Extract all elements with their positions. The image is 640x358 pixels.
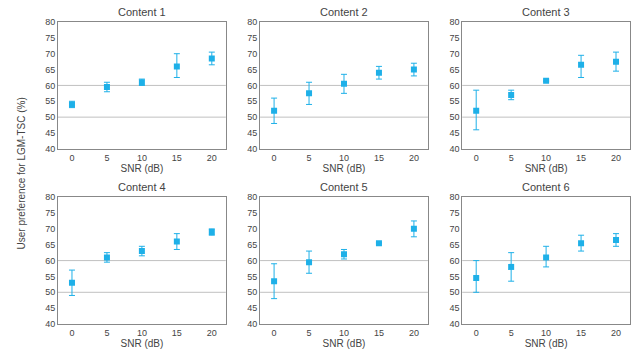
svg-text:10: 10 [339,153,349,163]
svg-text:0: 0 [69,153,74,163]
svg-text:60: 60 [449,81,459,91]
svg-text:75: 75 [449,208,459,218]
svg-text:65: 65 [449,65,459,75]
svg-text:40: 40 [45,144,55,154]
svg-text:55: 55 [449,96,459,106]
svg-text:0: 0 [69,328,74,338]
svg-text:15: 15 [172,328,182,338]
svg-text:10: 10 [137,153,147,163]
svg-text:55: 55 [45,272,55,282]
svg-text:40: 40 [247,319,257,329]
svg-text:5: 5 [104,328,109,338]
svg-text:0: 0 [474,328,479,338]
svg-text:40: 40 [449,319,459,329]
svg-text:60: 60 [247,81,257,91]
svg-text:50: 50 [45,287,55,297]
svg-text:5: 5 [104,153,109,163]
svg-text:70: 70 [45,224,55,234]
svg-text:70: 70 [247,49,257,59]
svg-text:40: 40 [449,144,459,154]
svg-text:80: 80 [247,17,257,27]
svg-text:15: 15 [374,153,384,163]
svg-text:SNR (dB): SNR (dB) [323,338,366,349]
svg-text:SNR (dB): SNR (dB) [525,338,568,349]
svg-text:SNR (dB): SNR (dB) [120,338,163,349]
svg-text:70: 70 [247,224,257,234]
svg-text:5: 5 [509,153,514,163]
svg-text:User preference for LGM-TSC (%: User preference for LGM-TSC (%) [16,97,27,249]
svg-text:15: 15 [374,328,384,338]
svg-text:80: 80 [247,192,257,202]
svg-text:40: 40 [45,319,55,329]
svg-text:20: 20 [409,328,419,338]
svg-text:Content 3: Content 3 [522,6,570,18]
svg-text:Content 5: Content 5 [320,181,368,193]
svg-text:60: 60 [449,256,459,266]
svg-text:80: 80 [45,192,55,202]
svg-text:50: 50 [247,112,257,122]
svg-text:20: 20 [207,328,217,338]
svg-text:75: 75 [449,33,459,43]
svg-text:15: 15 [172,153,182,163]
svg-text:80: 80 [449,192,459,202]
svg-text:10: 10 [541,328,551,338]
svg-text:70: 70 [45,49,55,59]
svg-text:5: 5 [509,328,514,338]
svg-text:Content 1: Content 1 [118,6,166,18]
svg-text:5: 5 [307,153,312,163]
svg-text:75: 75 [45,208,55,218]
svg-text:55: 55 [247,96,257,106]
svg-text:10: 10 [137,328,147,338]
svg-text:75: 75 [247,33,257,43]
svg-text:45: 45 [449,303,459,313]
svg-text:50: 50 [449,287,459,297]
svg-text:45: 45 [45,303,55,313]
svg-text:45: 45 [45,128,55,138]
svg-text:65: 65 [45,240,55,250]
svg-text:45: 45 [449,128,459,138]
svg-text:10: 10 [339,328,349,338]
svg-text:15: 15 [576,153,586,163]
svg-text:50: 50 [449,112,459,122]
svg-text:65: 65 [247,240,257,250]
svg-text:0: 0 [272,328,277,338]
svg-text:SNR (dB): SNR (dB) [323,163,366,174]
svg-text:55: 55 [247,272,257,282]
svg-text:40: 40 [247,144,257,154]
svg-text:SNR (dB): SNR (dB) [120,163,163,174]
svg-text:65: 65 [247,65,257,75]
svg-text:45: 45 [247,303,257,313]
svg-text:50: 50 [247,287,257,297]
svg-text:Content 4: Content 4 [118,181,166,193]
svg-text:45: 45 [247,128,257,138]
svg-text:80: 80 [45,17,55,27]
svg-text:60: 60 [45,256,55,266]
svg-text:60: 60 [45,81,55,91]
svg-text:Content 2: Content 2 [320,6,368,18]
svg-text:50: 50 [45,112,55,122]
svg-text:20: 20 [611,328,621,338]
svg-text:20: 20 [611,153,621,163]
svg-text:5: 5 [307,328,312,338]
svg-text:15: 15 [576,328,586,338]
svg-text:70: 70 [449,224,459,234]
svg-text:0: 0 [474,153,479,163]
svg-text:55: 55 [449,272,459,282]
svg-text:80: 80 [449,17,459,27]
svg-text:75: 75 [247,208,257,218]
svg-text:65: 65 [449,240,459,250]
svg-text:65: 65 [45,65,55,75]
svg-text:0: 0 [272,153,277,163]
svg-text:20: 20 [409,153,419,163]
svg-text:Content 6: Content 6 [522,181,570,193]
svg-text:60: 60 [247,256,257,266]
svg-text:75: 75 [45,33,55,43]
svg-text:10: 10 [541,153,551,163]
svg-text:20: 20 [207,153,217,163]
svg-text:70: 70 [449,49,459,59]
svg-text:55: 55 [45,96,55,106]
svg-text:SNR (dB): SNR (dB) [525,163,568,174]
